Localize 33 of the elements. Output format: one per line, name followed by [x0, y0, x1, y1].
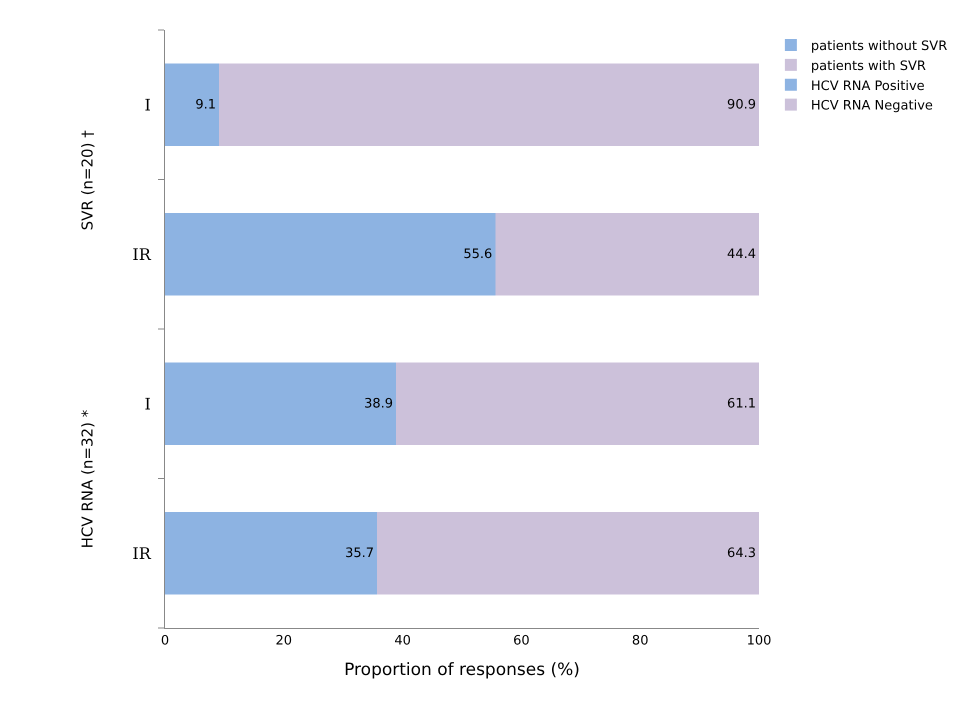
x-tick-label: 0 [160, 634, 170, 649]
bar [495, 213, 759, 296]
data-label: 35.7 [345, 546, 374, 561]
bar [165, 64, 220, 146]
x-tick-label: 40 [394, 634, 411, 649]
y-tick-label: I [144, 95, 151, 114]
bar [219, 64, 759, 146]
y-tick-label: IR [132, 244, 152, 264]
x-tick-label: 80 [632, 634, 648, 649]
text: HCV RNA (n=32) * [78, 409, 96, 548]
x-tick-label: 20 [276, 634, 292, 649]
text: SVR (n=20) † [78, 130, 96, 230]
legend-label: HCV RNA Positive [810, 78, 925, 94]
x-tick-label: 100 [746, 634, 772, 649]
x-tick-label: 60 [513, 634, 530, 649]
x-axis-title: Proportion of responses (%) [344, 660, 580, 680]
data-label: 55.6 [463, 246, 492, 262]
bar [396, 362, 759, 445]
data-label: 38.9 [364, 396, 394, 412]
bar [165, 213, 496, 296]
data-label: 44.4 [727, 246, 756, 262]
y-tick-label: IR [132, 544, 152, 563]
legend-label: patients with SVR [810, 58, 926, 74]
y-tick-label: I [144, 394, 151, 414]
data-label: 9.1 [195, 97, 216, 112]
bar [165, 362, 396, 445]
data-label: 64.3 [727, 546, 756, 561]
data-label: 61.1 [727, 396, 756, 412]
bar [165, 512, 378, 594]
legend-label: patients without SVR [810, 39, 948, 54]
bar [377, 512, 759, 594]
legend-label: HCV RNA Negative [810, 98, 933, 114]
data-label: 90.9 [727, 97, 756, 112]
